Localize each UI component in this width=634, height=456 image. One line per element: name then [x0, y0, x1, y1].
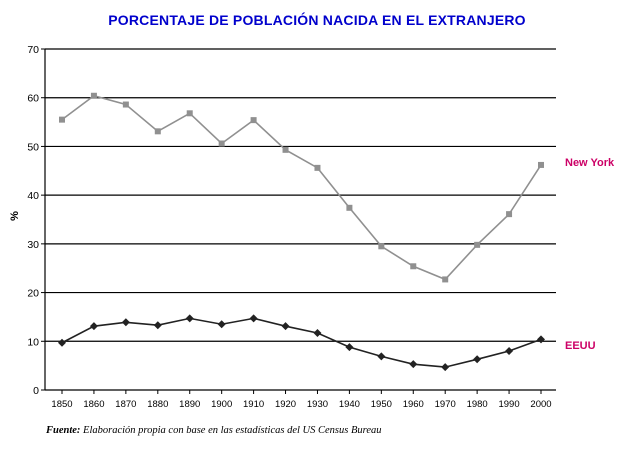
point-new-york-1950: [378, 243, 385, 250]
grid-lines: [45, 48, 556, 342]
point-eeuu-1940: [345, 343, 354, 352]
source-label: Fuente:: [46, 425, 81, 436]
point-new-york-1900: [218, 140, 225, 147]
point-eeuu-1910: [249, 314, 258, 323]
y-tick-50: 50: [27, 141, 39, 153]
y-tick-40: 40: [27, 190, 39, 202]
x-tick-1950: 1950: [371, 399, 392, 410]
series-eeuu: [58, 314, 545, 372]
y-tick-10: 10: [27, 336, 39, 348]
x-tick-1910: 1910: [243, 399, 264, 410]
x-tick-1980: 1980: [467, 399, 488, 410]
y-tick-0: 0: [33, 385, 39, 397]
point-new-york-2000: [538, 161, 544, 168]
point-eeuu-1930: [313, 329, 322, 338]
x-tick-2000: 2000: [530, 399, 551, 410]
point-eeuu-1880: [153, 321, 162, 330]
point-new-york-1860: [90, 92, 97, 99]
point-new-york-1990: [506, 211, 513, 218]
y-tick-30: 30: [27, 239, 39, 251]
x-tick-1930: 1930: [307, 399, 328, 410]
point-new-york-1960: [410, 263, 417, 270]
point-new-york-1980: [474, 241, 481, 248]
source-note: Fuente: Elaboración propia con base en l…: [46, 425, 382, 436]
series-layer: [58, 92, 545, 372]
point-new-york-1940: [346, 204, 353, 211]
x-tick-labels: 1850 1860 1870 1880 1890 1900 1910 1920 1930 1940…: [51, 399, 551, 410]
x-tick-1940: 1940: [339, 399, 360, 410]
x-tick-1890: 1890: [179, 399, 200, 410]
y-tick-60: 60: [27, 93, 39, 105]
point-eeuu-1990: [505, 347, 514, 356]
x-tick-1920: 1920: [275, 399, 296, 410]
point-new-york-1870: [122, 101, 129, 108]
x-tick-1990: 1990: [498, 399, 519, 410]
y-tick-70: 70: [27, 44, 39, 56]
point-eeuu-1900: [217, 320, 226, 329]
series-new-york: [59, 92, 544, 283]
y-tick-20: 20: [27, 288, 39, 300]
x-tick-1850: 1850: [51, 399, 72, 410]
point-eeuu-1860: [89, 322, 98, 331]
point-new-york-1970: [442, 276, 449, 283]
point-eeuu-1920: [281, 322, 290, 331]
point-eeuu-1870: [121, 318, 130, 327]
point-eeuu-2000: [537, 335, 545, 344]
point-new-york-1880: [154, 128, 161, 135]
point-new-york-1890: [186, 110, 193, 117]
source-text: Elaboración propia con base en las estad…: [83, 425, 382, 436]
point-eeuu-1850: [58, 338, 66, 347]
x-tick-1870: 1870: [115, 399, 136, 410]
x-tick-1860: 1860: [83, 399, 104, 410]
y-tick-labels: 0 10 20 30 40 50 60 70: [27, 44, 39, 397]
point-new-york-1850: [59, 116, 65, 123]
series-label-eeuu: EEUU: [565, 340, 596, 352]
point-eeuu-1950: [377, 352, 386, 361]
x-tick-1900: 1900: [211, 399, 232, 410]
x-tick-1970: 1970: [435, 399, 456, 410]
point-eeuu-1980: [473, 355, 482, 364]
point-eeuu-1960: [409, 360, 418, 369]
series-line-eeuu: [61, 317, 542, 368]
series-label-new-york: New York: [565, 157, 615, 169]
point-new-york-1920: [282, 146, 289, 153]
point-eeuu-1970: [441, 363, 450, 372]
axes: [41, 48, 556, 394]
point-new-york-1910: [250, 117, 257, 124]
chart-title: PORCENTAJE DE POBLACIÓN NACIDA EN EL EXT…: [108, 12, 526, 28]
x-tick-1880: 1880: [147, 399, 168, 410]
point-new-york-1930: [314, 164, 321, 171]
x-tick-1960: 1960: [403, 399, 424, 410]
series-line-new-york: [61, 94, 542, 281]
point-eeuu-1890: [185, 314, 194, 323]
